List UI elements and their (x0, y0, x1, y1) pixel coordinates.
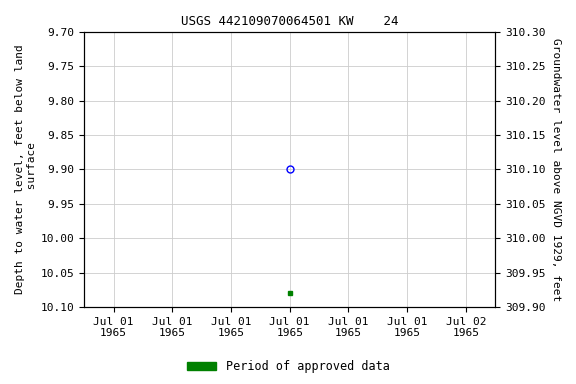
Title: USGS 442109070064501 KW    24: USGS 442109070064501 KW 24 (181, 15, 399, 28)
Legend: Period of approved data: Period of approved data (182, 356, 394, 378)
Y-axis label: Groundwater level above NGVD 1929, feet: Groundwater level above NGVD 1929, feet (551, 38, 561, 301)
Y-axis label: Depth to water level, feet below land
 surface: Depth to water level, feet below land su… (15, 45, 37, 294)
